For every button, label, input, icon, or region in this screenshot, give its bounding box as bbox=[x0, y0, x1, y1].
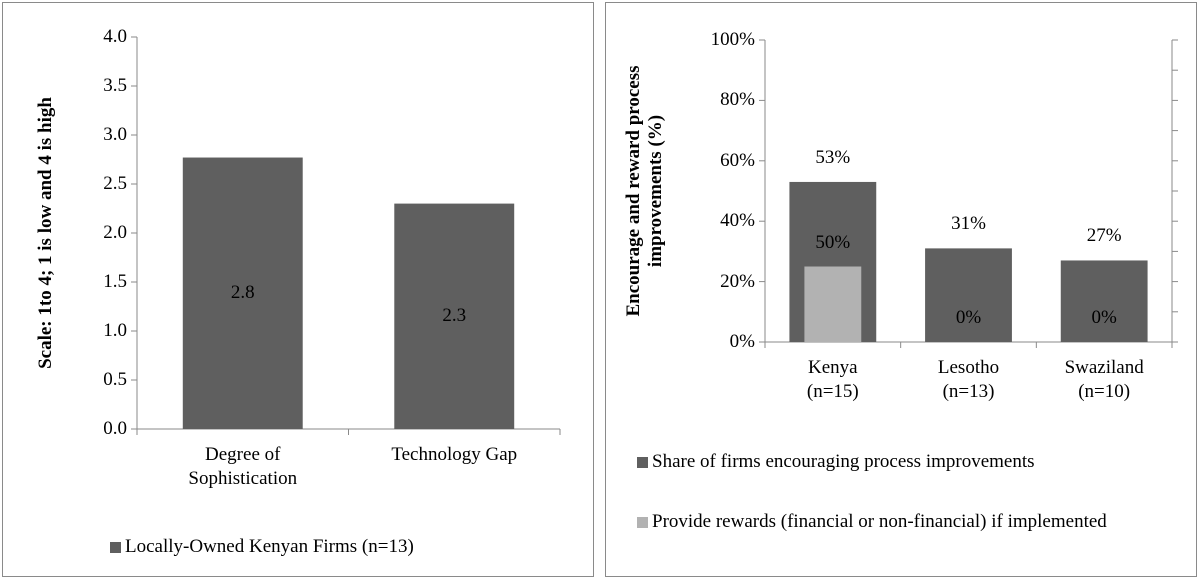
y-tick-label: 1.5 bbox=[103, 271, 127, 292]
y-tick-label: 20% bbox=[720, 270, 755, 292]
x-tick-label: Degree of Sophistication bbox=[188, 444, 298, 489]
data-label: 0% bbox=[955, 307, 982, 328]
legend-swatch bbox=[110, 542, 121, 553]
right-panel bbox=[605, 2, 1197, 577]
y-axis-label: Encourage and reward process improvement… bbox=[623, 65, 666, 317]
x-tick-label: Kenya (n=15) bbox=[806, 357, 859, 402]
x-tick-label: Lesotho (n=13) bbox=[937, 357, 1000, 402]
y-tick-label: 2.5 bbox=[103, 173, 127, 194]
bar bbox=[182, 157, 303, 430]
y-tick-label: 0% bbox=[729, 331, 755, 352]
data-label: 27% bbox=[1086, 225, 1122, 247]
y-tick-label: 0.5 bbox=[103, 369, 127, 390]
y-tick-label: 100% bbox=[710, 29, 755, 50]
y-tick-label: 40% bbox=[720, 210, 755, 232]
data-label: 2.8 bbox=[230, 282, 255, 304]
y-tick-label: 60% bbox=[720, 149, 755, 171]
y-tick-label: 2.0 bbox=[103, 222, 127, 243]
legend-label: Provide rewards (financial or non-financ… bbox=[652, 511, 1107, 532]
y-tick-label: 3.0 bbox=[103, 124, 127, 145]
data-label: 0% bbox=[1091, 307, 1117, 328]
legend-label: Share of firms encouraging process impro… bbox=[652, 451, 1035, 472]
bar bbox=[1060, 260, 1148, 342]
y-tick-label: 3.5 bbox=[103, 75, 127, 96]
legend-swatch bbox=[637, 457, 648, 468]
y-tick-label: 4.0 bbox=[103, 26, 127, 47]
data-label: 2.3 bbox=[442, 305, 467, 327]
legend-swatch bbox=[637, 517, 648, 528]
legend-label: Locally-Owned Kenyan Firms (n=13) bbox=[125, 536, 414, 557]
y-tick-label: 80% bbox=[720, 89, 755, 111]
left-panel bbox=[2, 2, 594, 577]
y-tick-label: 1.0 bbox=[103, 320, 127, 341]
y-axis-label: Scale: 1to 4; 1 is low and 4 is high bbox=[35, 97, 56, 369]
data-label: 31% bbox=[951, 213, 986, 235]
bar bbox=[925, 248, 1012, 342]
y-tick-label: 0.0 bbox=[103, 418, 127, 439]
bar bbox=[804, 266, 862, 342]
data-label: 50% bbox=[815, 231, 851, 253]
x-tick-label: Swaziland (n=10) bbox=[1064, 357, 1144, 402]
data-label: 53% bbox=[815, 146, 851, 168]
bar bbox=[394, 203, 515, 429]
x-tick-label: Technology Gap bbox=[391, 444, 518, 465]
